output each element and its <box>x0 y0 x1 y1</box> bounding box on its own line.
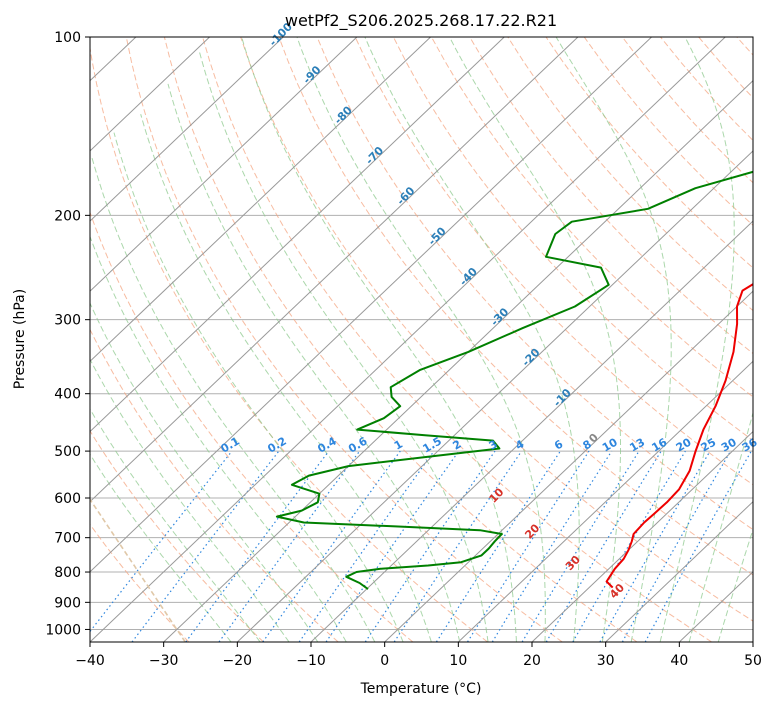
plot-background <box>90 37 753 642</box>
x-tick-label: −40 <box>75 653 105 669</box>
isotherm <box>90 37 431 363</box>
dry-adiabat <box>90 523 190 642</box>
plot-frame <box>89 36 754 643</box>
isotherm <box>90 37 505 433</box>
dry-adiabat <box>507 37 753 312</box>
dewpoint-profile <box>275 170 753 590</box>
y-tick-label: 800 <box>54 565 81 581</box>
moist-adiabat <box>90 408 261 642</box>
mixing-ratio-line <box>325 450 460 642</box>
mixing-ratio-line <box>521 450 640 642</box>
isotherm <box>90 37 358 292</box>
y-tick-label: 500 <box>54 444 81 460</box>
mixing-ratio-line <box>298 450 435 642</box>
y-tick-label: 300 <box>54 313 81 329</box>
isotherm <box>90 37 726 642</box>
series-layer <box>275 170 753 590</box>
isotherm <box>457 360 753 642</box>
mixing-ratio-line <box>466 450 590 642</box>
dry-adiabat <box>354 37 753 486</box>
isotherm <box>90 37 284 222</box>
x-axis-ticks: −40 −30 −20 −10 0 10 20 30 40 50 <box>75 642 762 669</box>
y-tick-label: 200 <box>54 208 81 224</box>
y-tick-label: 1000 <box>45 622 81 638</box>
moist-adiabat <box>113 132 404 642</box>
isotherm <box>90 37 210 152</box>
moist-adiabat <box>296 37 546 642</box>
dry-adiabat <box>90 429 264 642</box>
moist-adiabat <box>449 37 621 642</box>
moist-adiabat <box>140 114 432 642</box>
mixing-ratio-line <box>491 450 613 642</box>
moist-adiabat <box>91 157 376 642</box>
dry-adiabat <box>163 37 638 642</box>
x-tick-label: 50 <box>744 653 762 669</box>
y-tick-label: 600 <box>54 491 81 507</box>
isotherm <box>163 80 753 642</box>
y-tick-label: 400 <box>54 387 81 403</box>
moist-adiabat <box>90 235 347 642</box>
x-tick-label: −30 <box>149 653 179 669</box>
isotherm <box>605 500 753 642</box>
isotherm <box>531 430 753 642</box>
x-tick-label: −10 <box>296 653 326 669</box>
moist-adiabat <box>90 302 319 642</box>
mixing-ratio-line <box>435 450 561 642</box>
dry-adiabat <box>392 37 753 442</box>
chart-title: wetPf2_S206.2025.268.17.22.R21 <box>285 11 557 31</box>
x-tick-label: 0 <box>380 653 389 669</box>
dry-adiabat <box>90 45 488 642</box>
moist-adiabat <box>90 358 290 642</box>
mixing-ratio-line <box>545 450 662 642</box>
moist-adiabat <box>555 37 672 642</box>
x-tick-label: −20 <box>223 653 253 669</box>
moist-adiabat <box>167 83 461 642</box>
isotherm <box>90 37 652 573</box>
x-tick-label: 20 <box>523 653 541 669</box>
y-tick-label: 700 <box>54 531 81 547</box>
y-tick-label: 100 <box>54 30 81 46</box>
moist-adiabat <box>364 37 580 642</box>
dry-adiabat <box>431 37 753 398</box>
isotherm <box>310 220 753 642</box>
temperature-profile <box>605 283 753 589</box>
y-axis-ticks: 100 200 300 400 500 600 700 800 900 1000 <box>45 30 90 638</box>
isotherm <box>90 37 579 503</box>
moist-adiabat <box>198 49 489 642</box>
mixing-ratio-line <box>90 450 233 633</box>
background-lines <box>90 37 753 642</box>
x-axis-label: Temperature (°C) <box>360 681 482 697</box>
isotherm <box>236 150 753 642</box>
mixing-ratio-line <box>262 450 401 642</box>
y-axis-label: Pressure (hPa) <box>12 289 28 389</box>
x-tick-label: 30 <box>597 653 615 669</box>
x-tick-label: 10 <box>449 653 467 669</box>
moist-adiabat <box>241 37 517 642</box>
isotherm <box>384 290 753 642</box>
dry-adiabat <box>90 211 414 642</box>
lcl-curve <box>90 497 186 642</box>
mixing-ratio-line <box>364 450 496 642</box>
x-tick-label: 40 <box>670 653 688 669</box>
y-tick-label: 900 <box>54 595 81 611</box>
